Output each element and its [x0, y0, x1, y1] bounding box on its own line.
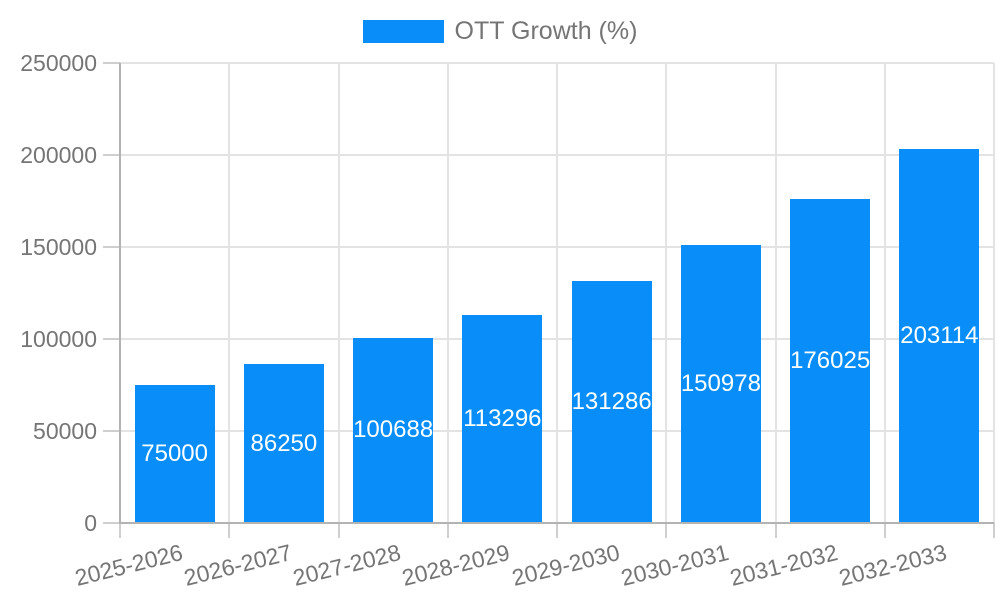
x-tick-label: 2031-2032 — [727, 539, 841, 591]
x-axis-tick — [774, 523, 777, 538]
legend[interactable]: OTT Growth (%) — [0, 15, 1000, 47]
y-axis-tick — [103, 246, 120, 248]
bar: 150978 — [681, 245, 761, 523]
x-axis-line — [119, 522, 994, 524]
legend-swatch — [362, 19, 444, 43]
x-gridline — [446, 63, 449, 523]
x-axis-tick — [883, 523, 886, 538]
x-gridline — [993, 63, 995, 523]
y-tick-label: 0 — [84, 510, 97, 536]
y-axis-tick — [103, 430, 120, 432]
bar: 86250 — [243, 364, 324, 523]
y-axis-tick — [103, 62, 120, 64]
x-gridline — [228, 63, 231, 523]
y-tick-label: 250000 — [20, 50, 97, 76]
y-axis-tick — [103, 338, 120, 340]
x-tick-label: 2028-2029 — [399, 539, 513, 591]
bar-value-label: 86250 — [250, 429, 318, 457]
y-axis-tick — [103, 154, 120, 156]
y-tick-label: 50000 — [33, 418, 97, 444]
bar-value-label: 113296 — [463, 404, 542, 432]
y-axis-tick — [103, 522, 120, 524]
bar: 75000 — [134, 385, 215, 523]
x-axis-tick — [446, 523, 449, 538]
x-gridline — [883, 63, 886, 523]
x-tick-label: 2027-2028 — [290, 539, 404, 591]
bar: 131286 — [572, 281, 652, 523]
x-axis-tick — [993, 523, 995, 538]
bar: 100688 — [353, 337, 434, 523]
bar-value-label: 75000 — [141, 440, 208, 467]
bar-value-label: 203114 — [900, 322, 979, 350]
bar: 113296 — [462, 314, 543, 523]
x-axis-tick — [556, 523, 558, 538]
x-tick-label: 2032-2033 — [836, 539, 950, 591]
x-axis-tick — [665, 523, 668, 538]
bar-value-label: 100688 — [353, 416, 434, 444]
bar: 176025 — [790, 199, 870, 523]
bar-value-label: 150978 — [680, 370, 761, 398]
x-gridline — [665, 63, 668, 523]
x-axis-tick — [228, 523, 231, 538]
x-gridline — [774, 63, 777, 523]
bar: 203114 — [899, 149, 980, 523]
x-gridline — [556, 63, 558, 523]
legend-label: OTT Growth (%) — [454, 16, 638, 45]
x-gridline — [337, 63, 340, 523]
bar-value-label: 176025 — [790, 347, 871, 375]
y-tick-label: 200000 — [20, 142, 97, 168]
y-tick-label: 100000 — [20, 326, 97, 352]
x-tick-label: 2029-2030 — [508, 539, 622, 591]
x-tick-label: 2030-2031 — [618, 539, 732, 591]
x-axis-tick — [337, 523, 340, 538]
x-tick-label: 2025-2026 — [71, 539, 185, 591]
x-axis-tick — [119, 523, 121, 538]
y-tick-label: 150000 — [20, 234, 97, 260]
y-axis-line — [119, 63, 121, 523]
bar-value-label: 131286 — [571, 388, 652, 416]
x-tick-label: 2026-2027 — [181, 539, 295, 591]
